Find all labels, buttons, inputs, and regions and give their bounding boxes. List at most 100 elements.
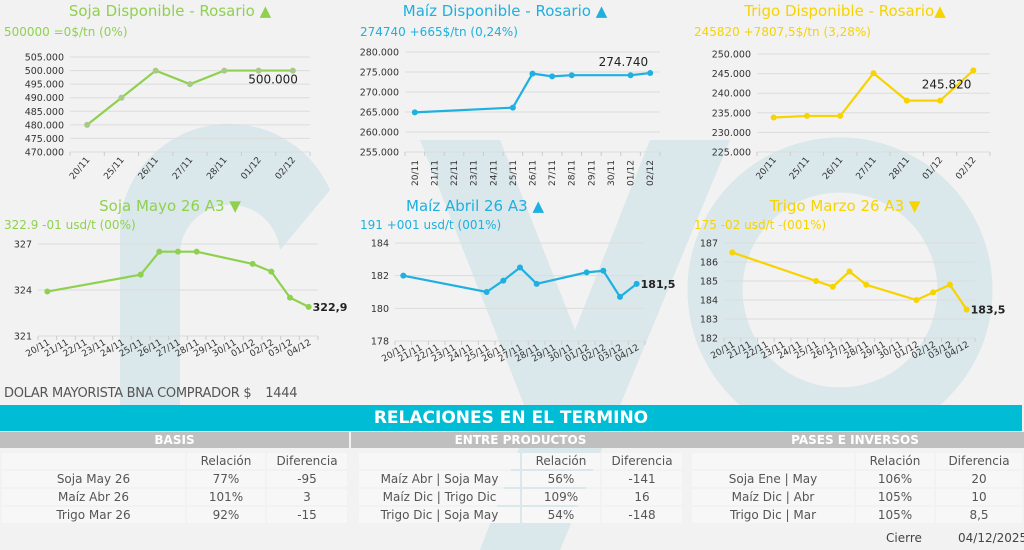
dolar-value: 1444 [265,386,298,401]
diferencia-cell: 8,5 [936,507,1022,523]
row-label: Maíz Abr | Soja May [359,471,520,487]
data-point [837,112,844,119]
relations-table: Relación Diferencia Soja May 26 77% -95 Maíz … [0,451,349,525]
y-tick-label: 280.000 [360,48,399,59]
y-tick-label: 485.000 [25,107,64,118]
data-point [600,267,607,274]
chart-subtitle: 274740 +665$/tn (0,24%) [360,25,518,39]
row-label: Trigo Mar 26 [2,507,185,523]
row-label: Soja Ene | May [692,471,854,487]
x-tick-label: 26/11 [529,160,539,186]
data-point [400,272,407,279]
last-value-label: 181,5 [641,278,676,291]
table-row: Maíz Abr | Soja May 56% -141 [359,471,682,487]
table-column-headers: Relación Diferencia [359,453,682,469]
y-tick-label: 500.000 [25,66,64,77]
data-point [305,303,312,310]
data-point [903,97,910,104]
table-row: Trigo Dic | Mar 105% 8,5 [692,507,1022,523]
data-point [249,260,256,267]
data-point [529,70,536,77]
row-label: Trigo Dic | Mar [692,507,854,523]
last-value-label: 274.740 [599,55,649,69]
x-tick-label: 24/11 [489,160,499,186]
data-point [287,294,293,301]
cierre-label: Cierre [886,531,922,545]
column-header: Diferencia [267,453,347,469]
data-point [803,112,810,119]
diferencia-cell: -141 [602,471,682,487]
table-header: PASES E INVERSOS [684,432,1024,448]
last-value-label: 183,5 [971,304,1006,317]
y-tick-label: 187 [700,239,718,250]
relacion-cell: 56% [522,471,600,487]
y-tick-label: 182 [700,334,718,345]
diferencia-cell: -95 [267,471,347,487]
data-point [770,114,777,121]
relacion-cell: 109% [522,489,600,505]
y-tick-label: 270.000 [360,88,399,99]
y-tick-label: 183 [700,315,718,326]
chart-subtitle: 191 +001 usd/t (001%) [360,218,502,232]
data-point [152,67,159,74]
diferencia-cell: 16 [602,489,682,505]
last-value-label: 322,9 [313,301,348,314]
y-tick-label: 327 [14,240,32,251]
relacion-cell: 101% [187,489,265,505]
data-point [255,67,262,74]
x-tick-label: 29/11 [587,160,597,186]
diferencia-cell: -15 [267,507,347,523]
row-label: Maíz Abr 26 [2,489,185,505]
line-chart: 17818018218420/1121/1122/1123/1124/1125/… [371,239,676,365]
data-point [193,248,200,255]
relacion-cell: 106% [856,471,934,487]
y-tick-label: 180 [371,304,389,315]
column-header: Relación [522,453,600,469]
data-point [617,293,623,300]
table-header: ENTRE PRODUCTOS [351,432,690,448]
data-point [500,277,507,284]
y-tick-label: 275.000 [360,68,399,79]
data-point [289,67,296,74]
table-column-headers: Relación Diferencia [692,453,1022,469]
x-tick-label: 21/11 [430,160,440,186]
y-tick-label: 324 [14,286,32,297]
data-point [84,121,91,128]
y-tick-label: 184 [700,296,718,307]
data-point [156,248,163,255]
data-point [937,97,944,104]
y-tick-label: 185 [700,277,718,288]
column-header [359,453,520,469]
data-point [729,249,736,256]
last-value-label: 245.820 [922,77,972,91]
line-chart: 225.000 230.000 235.000 240.000 245.000 250.0… [712,50,991,182]
chart-title: Trigo Disponible - Rosario▲ [744,2,946,20]
data-point [627,72,634,79]
data-point [533,280,540,287]
column-header: Relación [187,453,265,469]
data-point [829,283,836,290]
chart-subtitle: 245820 +7807,5$/tn (3,28%) [694,25,871,39]
cierre-date: 04/12/2025 [958,531,1024,545]
y-tick-label: 470.000 [25,148,64,159]
column-header [692,453,854,469]
table-column-headers: Relación Diferencia [2,453,347,469]
chart-subtitle: 175 -02 usd/t -(001%) [694,218,827,232]
data-point [187,81,193,88]
table-row: Trigo Mar 26 92% -15 [2,507,347,523]
data-point [118,94,125,101]
data-point [411,109,418,116]
y-tick-label: 490.000 [25,93,64,104]
data-point [813,278,820,284]
row-label: Maíz Dic | Abr [692,489,854,505]
data-point [483,289,490,295]
table-header: BASIS [0,432,349,448]
x-tick-label: 27/11 [548,160,558,186]
y-tick-label: 475.000 [25,134,64,145]
y-tick-label: 225.000 [712,148,751,159]
y-tick-label: 182 [371,271,389,282]
table-row: Maíz Abr 26 101% 3 [2,489,347,505]
data-point [647,70,654,77]
table-row: Soja May 26 77% -95 [2,471,347,487]
data-point [863,281,870,288]
